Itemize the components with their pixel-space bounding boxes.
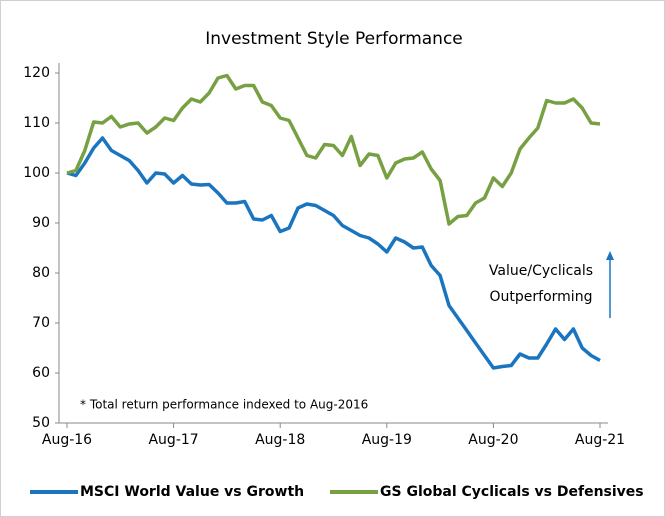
y-tick-label: 90 — [32, 215, 50, 231]
x-tick-label: Aug-18 — [255, 432, 305, 448]
arrow-head — [606, 251, 614, 260]
legend-label: MSCI World Value vs Growth — [80, 484, 304, 500]
y-tick-label: 80 — [32, 265, 50, 281]
x-tick-label: Aug-17 — [148, 432, 198, 448]
x-tick-label: Aug-19 — [362, 432, 412, 448]
y-tick-label: 110 — [23, 115, 50, 131]
chart-title: Investment Style Performance — [205, 29, 463, 49]
y-tick-label: 50 — [32, 415, 50, 431]
x-tick-label: Aug-16 — [42, 432, 92, 448]
y-tick-label: 70 — [32, 315, 50, 331]
annotation: Value/Cyclicals — [489, 263, 593, 279]
series-line — [66, 73, 601, 226]
series-line — [66, 136, 601, 370]
y-tick-label: 120 — [23, 65, 50, 81]
x-tick-label: Aug-20 — [468, 432, 518, 448]
annotation: Outperforming — [490, 289, 593, 305]
note: * Total return performance indexed to Au… — [80, 398, 368, 412]
x-tick-label: Aug-21 — [575, 432, 625, 448]
y-tick-label: 100 — [23, 165, 50, 181]
legend-label: GS Global Cyclicals vs Defensives — [380, 484, 644, 500]
y-tick-label: 60 — [32, 365, 50, 381]
